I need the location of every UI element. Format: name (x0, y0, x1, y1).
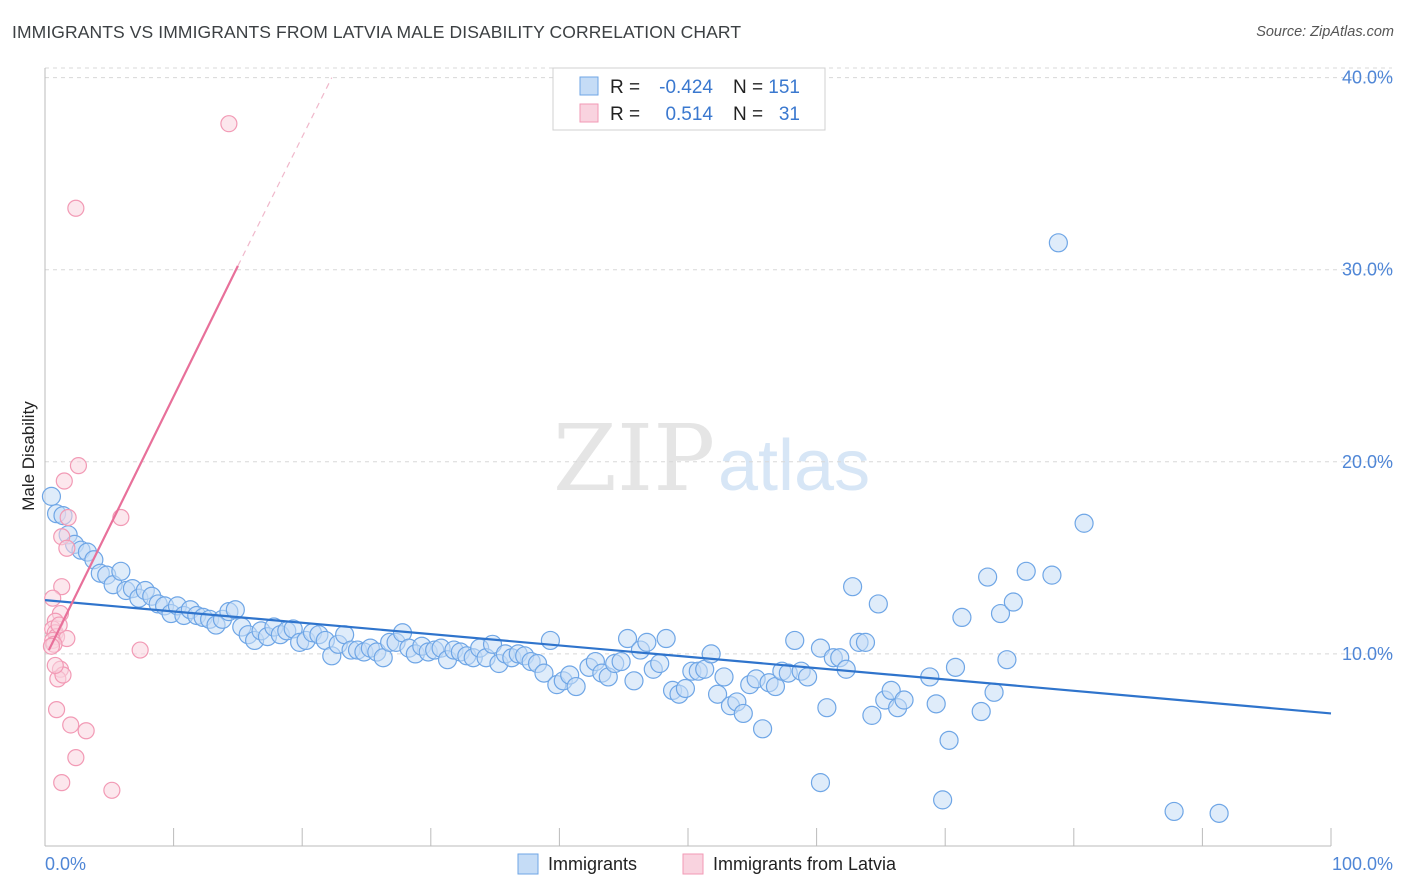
y-tick-labels: 10.0% 20.0% 30.0% 40.0% (1342, 68, 1393, 664)
point-latvia (46, 656, 64, 675)
point-immigrants (733, 703, 753, 724)
watermark-zip: ZIP (553, 405, 715, 512)
point-latvia (67, 749, 85, 767)
point-latvia (103, 781, 121, 799)
source-label: Source: ZipAtlas.com (1256, 24, 1394, 40)
point-latvia (220, 115, 238, 133)
point-immigrants (971, 701, 991, 722)
point-latvia (67, 199, 85, 217)
point-immigrants (933, 790, 953, 810)
stats-swatch-pink (579, 103, 599, 123)
point-latvia (47, 701, 66, 719)
point-immigrants (978, 567, 998, 587)
point-immigrants (225, 600, 245, 620)
stats-n-value-2: 31 (779, 104, 800, 125)
point-immigrants (617, 628, 638, 649)
point-latvia (77, 722, 95, 740)
stats-box: R = -0.424 N = 151 R = 0.514 N = 31 (552, 67, 826, 131)
point-immigrants (1209, 803, 1229, 823)
x-tick-label: 0.0% (45, 854, 86, 874)
point-immigrants (111, 561, 131, 581)
point-immigrants (714, 667, 734, 687)
point-immigrants (952, 607, 972, 628)
point-immigrants (566, 676, 586, 697)
point-immigrants (881, 680, 901, 701)
watermark-atlas: atlas (718, 426, 870, 506)
point-immigrants (990, 603, 1011, 624)
point-immigrants (843, 577, 863, 597)
point-immigrants (624, 671, 644, 691)
point-latvia (53, 578, 71, 596)
stats-r-value-1: -0.424 (659, 77, 713, 98)
trend-lines (44, 77, 1332, 715)
point-immigrants (797, 667, 818, 687)
series-immigrants-points (41, 233, 1229, 823)
point-immigrants (752, 719, 773, 739)
watermark: ZIP atlas (553, 405, 870, 512)
y-axis-label: Male Disability (19, 401, 38, 511)
legend-swatch-latvia (682, 853, 704, 875)
y-tick-label: 10.0% (1342, 644, 1393, 664)
point-immigrants (707, 684, 728, 704)
point-latvia (62, 716, 80, 734)
point-immigrants (868, 594, 888, 614)
trend-latvia (47, 265, 239, 651)
point-immigrants (894, 690, 914, 710)
chart-title: IMMIGRANTS VS IMMIGRANTS FROM LATVIA MAL… (12, 22, 742, 42)
point-immigrants (1048, 233, 1068, 253)
point-immigrants (637, 632, 657, 652)
point-immigrants (810, 773, 831, 793)
point-immigrants (534, 663, 554, 683)
point-immigrants (862, 705, 882, 725)
point-immigrants (675, 678, 696, 699)
point-immigrants (785, 630, 805, 651)
point-immigrants (656, 628, 676, 649)
point-immigrants (855, 632, 876, 652)
legend: Immigrants Immigrants from Latvia (517, 853, 897, 875)
point-immigrants (945, 657, 966, 677)
y-tick-label: 30.0% (1342, 260, 1393, 280)
y-tick-label: 40.0% (1342, 68, 1393, 88)
x-ticks: 0.0% 100.0% (44, 828, 1393, 874)
y-tick-label: 20.0% (1342, 452, 1393, 472)
point-immigrants (1016, 561, 1036, 581)
point-immigrants (939, 730, 959, 750)
point-immigrants (926, 694, 946, 714)
trend-latvia-extension (237, 77, 333, 267)
point-immigrants (984, 682, 1004, 702)
trend-immigrants (44, 599, 1332, 715)
point-immigrants (41, 486, 62, 506)
point-latvia (44, 589, 62, 607)
stats-r-label-1: R = (610, 77, 640, 98)
point-immigrants (997, 650, 1017, 670)
point-latvia (59, 508, 77, 527)
point-immigrants (1003, 592, 1023, 612)
stats-r-label-2: R = (610, 104, 640, 125)
stats-n-value-1: 151 (768, 77, 800, 98)
point-immigrants (1164, 801, 1184, 822)
stats-swatch-blue (579, 76, 599, 96)
series-latvia-points (42, 115, 238, 799)
point-immigrants (1042, 565, 1062, 585)
stats-n-label-2: N = (733, 104, 763, 125)
point-latvia (131, 641, 149, 659)
point-immigrants (1074, 513, 1094, 533)
point-latvia (55, 472, 73, 490)
x-tick-label: 100.0% (1332, 854, 1393, 874)
stats-n-label-1: N = (733, 77, 763, 98)
legend-swatch-immigrants (517, 853, 539, 875)
point-latvia (53, 774, 71, 792)
point-latvia (58, 539, 76, 557)
point-immigrants (810, 638, 831, 658)
point-immigrants (650, 653, 670, 674)
point-immigrants (540, 630, 560, 651)
stats-r-value-2: 0.514 (665, 104, 713, 125)
point-latvia (69, 457, 88, 475)
legend-label-latvia: Immigrants from Latvia (713, 854, 897, 874)
point-immigrants (611, 651, 631, 672)
legend-label-immigrants: Immigrants (548, 854, 637, 874)
gridlines (45, 67, 1392, 655)
point-immigrants (817, 698, 837, 718)
